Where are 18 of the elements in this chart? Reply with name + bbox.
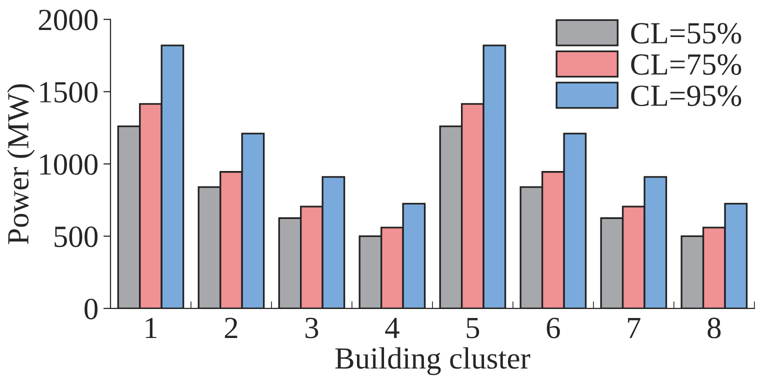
x-tick-label: 8	[708, 318, 721, 338]
y-tick-label: 2000	[38, 10, 98, 30]
legend-label: CL=95%	[631, 85, 742, 106]
y-tick-label: 1000	[40, 154, 98, 175]
y-tick-label: 500	[54, 226, 98, 248]
x-tick-label: 3	[306, 318, 318, 338]
x-tick-label: 1	[146, 318, 157, 338]
x-axis-title: Building cluster	[335, 347, 530, 376]
x-tick-label: 4	[385, 318, 400, 338]
legend-label: CL=75%	[631, 54, 742, 75]
x-tick-label: 5	[466, 318, 480, 338]
x-tick-label: 6	[546, 318, 560, 338]
y-tick-label: 0	[84, 298, 98, 320]
legend-label: CL=55%	[631, 22, 742, 44]
x-tick-label: 2	[224, 318, 238, 338]
y-tick-label: 1500	[40, 82, 98, 103]
y-axis-title: Power (MW)	[7, 84, 35, 244]
x-tick-label: 7	[628, 318, 640, 338]
